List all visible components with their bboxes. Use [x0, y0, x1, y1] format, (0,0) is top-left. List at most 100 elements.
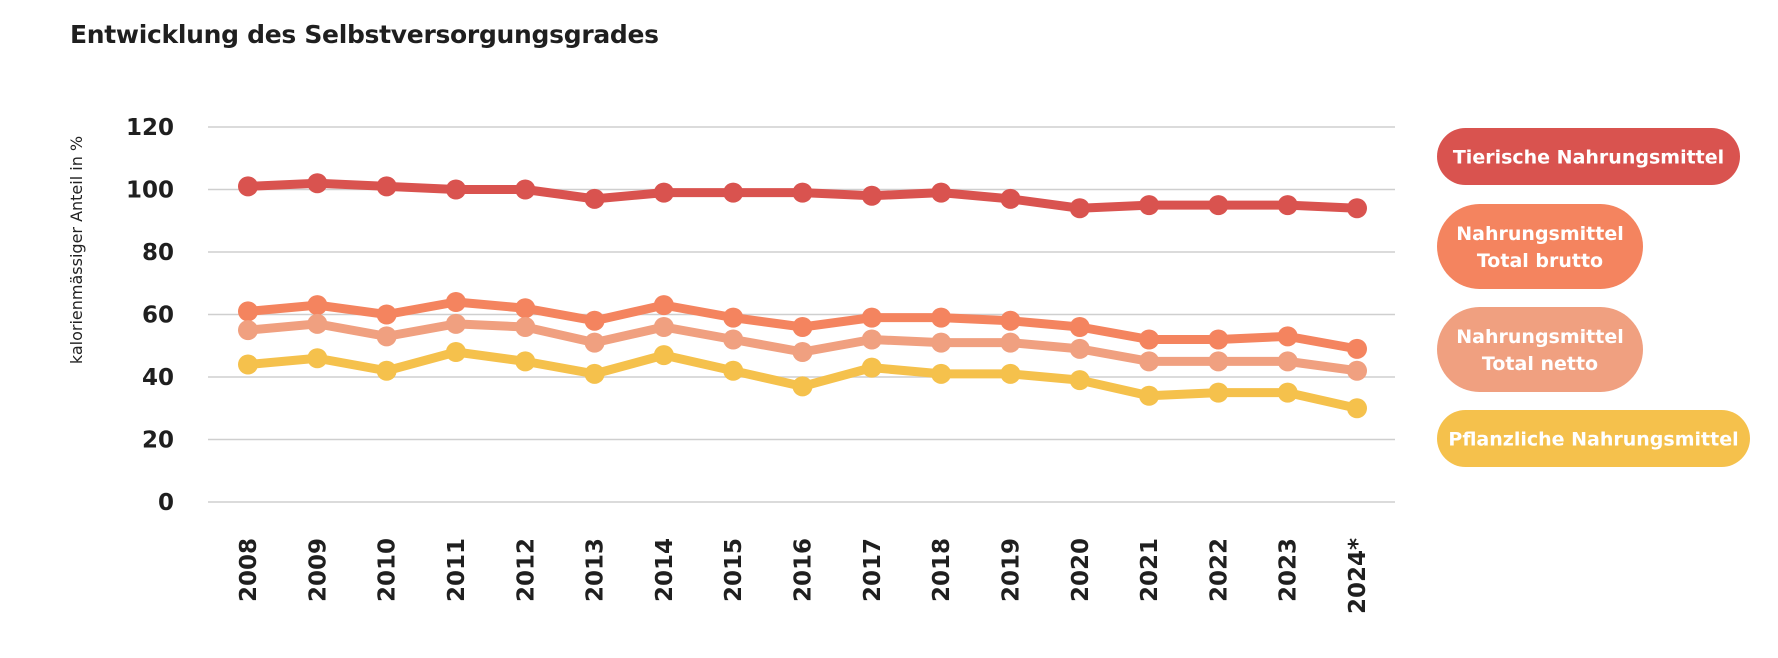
- data-point: [1277, 195, 1298, 216]
- series-2: [238, 292, 1367, 359]
- data-point: [1000, 363, 1021, 384]
- data-point: [1208, 382, 1229, 403]
- data-point: [1277, 351, 1298, 372]
- y-tick-label: 100: [126, 178, 174, 204]
- data-point: [1000, 310, 1021, 331]
- data-point: [445, 313, 466, 334]
- x-tick-label: 2017: [860, 538, 886, 602]
- y-axis-label: kalorienmässiger Anteil in %: [67, 136, 86, 364]
- data-point: [931, 363, 952, 384]
- data-point: [238, 354, 258, 375]
- data-point: [584, 332, 605, 353]
- data-point: [307, 173, 328, 194]
- data-point: [1347, 360, 1367, 381]
- y-tick-label: 80: [142, 240, 174, 266]
- y-tick-label: 120: [126, 115, 174, 141]
- data-point: [792, 182, 813, 203]
- y-axis-ticks: 0 20 40 60 80 100 120: [126, 115, 174, 516]
- legend-label: Nahrungsmittel Total brutto: [1456, 223, 1623, 272]
- x-tick-label: 2009: [305, 538, 331, 602]
- y-tick-label: 20: [142, 428, 174, 454]
- data-point: [1277, 382, 1298, 403]
- data-point: [723, 307, 744, 328]
- x-tick-label: 2020: [1068, 538, 1094, 602]
- x-tick-label: 2019: [998, 538, 1024, 602]
- series-4: [238, 342, 1367, 419]
- data-point: [931, 332, 952, 353]
- legend-label: Tierische Nahrungsmittel: [1453, 147, 1724, 169]
- data-point: [515, 179, 536, 200]
- data-point: [445, 292, 466, 312]
- legend-pill: [1437, 410, 1750, 467]
- legend-label: Pflanzliche Nahrungsmittel: [1448, 429, 1738, 451]
- chart-title: Entwicklung des Selbstversorgungsgrades: [70, 20, 659, 49]
- legend-item-2: Nahrungsmittel Total brutto: [1437, 204, 1643, 289]
- data-point: [1000, 188, 1021, 209]
- y-tick-label: 60: [142, 303, 174, 329]
- data-point: [238, 176, 258, 197]
- x-tick-label: 2021: [1137, 538, 1163, 602]
- legend: Tierische Nahrungsmittel Nahrungsmittel To…: [1437, 128, 1750, 467]
- legend-pill: [1437, 128, 1740, 185]
- data-point: [584, 310, 605, 331]
- data-point: [653, 345, 674, 366]
- data-point: [1277, 326, 1298, 347]
- data-point: [792, 342, 813, 362]
- data-point: [445, 179, 466, 200]
- x-tick-label: 2010: [375, 538, 401, 602]
- data-point: [1347, 338, 1367, 359]
- data-point: [1000, 332, 1021, 353]
- x-tick-label: 2023: [1276, 538, 1302, 602]
- data-point: [1139, 195, 1160, 216]
- x-tick-label: 2024*: [1345, 538, 1371, 614]
- data-point: [1347, 398, 1367, 419]
- legend-pill: [1437, 307, 1643, 392]
- x-tick-label: 2014: [652, 538, 678, 602]
- data-point: [376, 360, 397, 381]
- data-point: [515, 317, 536, 337]
- series-1: [238, 173, 1367, 219]
- data-point: [723, 360, 744, 381]
- data-point: [307, 295, 328, 316]
- data-point: [1069, 370, 1090, 391]
- data-point: [861, 329, 882, 350]
- data-point: [861, 185, 882, 206]
- x-tick-label: 2013: [583, 538, 609, 602]
- x-tick-label: 2008: [236, 538, 262, 602]
- data-point: [1208, 351, 1229, 372]
- data-point: [861, 307, 882, 328]
- data-point: [1139, 329, 1160, 350]
- x-tick-label: 2022: [1206, 538, 1232, 602]
- data-point: [1208, 329, 1229, 350]
- y-tick-label: 40: [142, 365, 174, 391]
- x-axis-ticks: 2008 2009 2010 2011 2012 2013 2014 2015 2016 2017…: [236, 538, 1371, 614]
- data-point: [1069, 317, 1090, 337]
- data-point: [1069, 338, 1090, 359]
- legend-item-3: Nahrungsmittel Total netto: [1437, 307, 1643, 392]
- data-point: [931, 182, 952, 203]
- legend-item-4: Pflanzliche Nahrungsmittel: [1437, 410, 1750, 467]
- data-point: [1139, 385, 1160, 406]
- data-point: [792, 376, 813, 397]
- data-point: [653, 182, 674, 203]
- data-point: [238, 320, 258, 341]
- data-point: [584, 363, 605, 384]
- data-point: [584, 188, 605, 209]
- legend-label: Nahrungsmittel Total netto: [1456, 326, 1623, 375]
- data-point: [1069, 198, 1090, 219]
- data-point: [376, 304, 397, 325]
- data-point: [861, 357, 882, 378]
- data-point: [1347, 198, 1367, 219]
- data-point: [723, 329, 744, 350]
- x-tick-label: 2018: [929, 538, 955, 602]
- data-point: [376, 326, 397, 347]
- series-3: [238, 313, 1367, 381]
- x-tick-label: 2016: [791, 538, 817, 602]
- data-point: [515, 298, 536, 319]
- x-tick-label: 2012: [513, 538, 539, 602]
- data-point: [238, 301, 258, 322]
- data-point: [1139, 351, 1160, 372]
- data-point: [653, 295, 674, 316]
- x-tick-label: 2011: [444, 538, 470, 602]
